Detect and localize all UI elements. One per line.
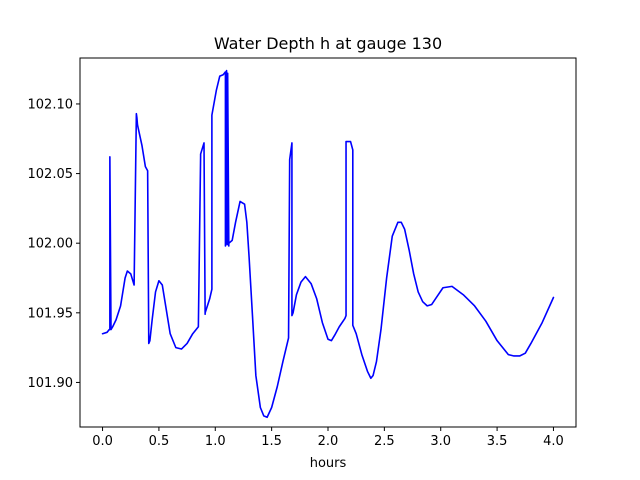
y-tick-label: 102.05	[28, 167, 74, 182]
x-tick-label: 0.0	[92, 434, 113, 449]
x-tick-label: 1.0	[205, 434, 226, 449]
x-tick-label: 3.5	[487, 434, 508, 449]
y-tick-label: 102.10	[28, 97, 74, 112]
y-tick-label: 101.90	[28, 376, 74, 391]
x-tick-label: 4.0	[543, 434, 564, 449]
x-axis-label: hours	[310, 456, 347, 471]
series-line	[101, 69, 555, 419]
axis-ticks: 0.0 0.5 1.0 1.5 2.0 2.5 3.0 3.5 4.0 101.90 101.95 1…	[28, 97, 564, 449]
x-tick-label: 1.5	[261, 434, 282, 449]
x-tick-label: 3.0	[430, 434, 451, 449]
x-tick-label: 2.0	[318, 434, 339, 449]
x-tick-label: 2.5	[374, 434, 395, 449]
plot-area	[101, 69, 555, 419]
chart-title: Water Depth h at gauge 130	[214, 34, 442, 53]
y-tick-label: 101.95	[28, 306, 74, 321]
x-tick-label: 0.5	[149, 434, 170, 449]
axes-frame	[79, 57, 577, 428]
y-tick-label: 102.00	[28, 237, 74, 252]
